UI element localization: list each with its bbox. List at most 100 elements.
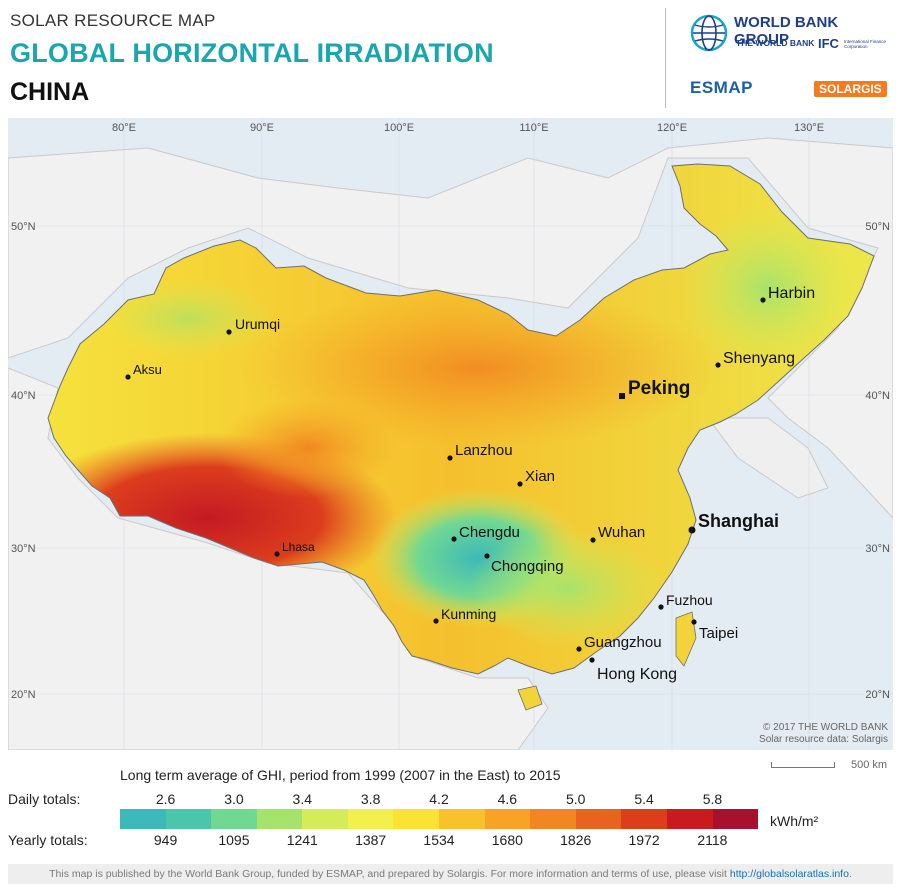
esmap-logo: ESMAP — [690, 78, 753, 97]
legend-tick-label: 5.0 — [565, 791, 586, 807]
legend-swatch — [120, 809, 166, 829]
legend-swatch — [211, 809, 257, 829]
footer-link-suffix: . — [848, 868, 852, 880]
legend-color-bar — [120, 809, 759, 829]
city-lhasa: Lhasa — [274, 540, 315, 557]
city-guangzhou: Guangzhou — [576, 634, 662, 652]
city-chongqing: Chongqing — [484, 553, 564, 575]
lat-label: 40°N — [865, 390, 890, 402]
city-label: Urumqi — [235, 316, 280, 332]
lat-label: 30°N — [865, 543, 890, 555]
city-shanghai: Shanghai — [688, 511, 779, 534]
header-divider — [665, 8, 666, 108]
legend-tick-label: 1826 — [560, 832, 592, 848]
solargis-logo: SOLARGIS — [814, 81, 887, 97]
legend-tick-label: 3.4 — [292, 791, 313, 807]
city-kunming: Kunming — [433, 606, 496, 624]
lat-label: 40°N — [11, 390, 36, 402]
world-bank-group-logo: WORLD BANK GROUP THE WORLD BANK IFC Inte… — [690, 12, 895, 58]
legend-swatch — [666, 809, 713, 829]
lat-label: 20°N — [865, 689, 890, 701]
header: SOLAR RESOURCE MAP GLOBAL HORIZONTAL IRR… — [0, 0, 901, 115]
irradiation-map: 80°E 90°E 100°E 110°E 120°E 130°E 50°N 4… — [8, 118, 893, 750]
map-copyright: © 2017 THE WORLD BANK — [763, 722, 888, 733]
map-title: GLOBAL HORIZONTAL IRRADIATION — [10, 38, 494, 68]
city-fuzhou: Fuzhou — [658, 592, 713, 610]
footer-text: This map is published by the World Bank … — [49, 868, 727, 880]
legend-tick-label: 2.6 — [155, 791, 176, 807]
city-taipei: Taipei — [691, 619, 738, 642]
lat-label: 50°N — [11, 221, 36, 233]
legend-tick-label: 4.2 — [429, 791, 449, 807]
longitude-labels: 80°E 90°E 100°E 110°E 120°E 130°E — [112, 122, 824, 134]
lon-label: 100°E — [384, 122, 414, 134]
legend-tick-label: 5.4 — [634, 791, 654, 807]
ifc-subtitle: International Finance Corporation — [844, 39, 887, 49]
legend-tick-label: 1095 — [218, 832, 250, 848]
wb-wordmark: THE WORLD BANK — [736, 38, 815, 48]
country-title: CHINA — [10, 78, 90, 106]
scale-bar: 500 km — [771, 758, 891, 776]
legend-tick-label: 5.8 — [702, 791, 723, 807]
city-wuhan: Wuhan — [590, 524, 645, 543]
legend-swatch — [256, 809, 303, 829]
city-label: Lanzhou — [455, 442, 513, 459]
legend-swatch — [621, 809, 667, 829]
legend-swatch — [165, 809, 212, 829]
city-label: Wuhan — [598, 524, 645, 541]
city-chengdu: Chengdu — [451, 524, 520, 542]
city-label: Lhasa — [282, 540, 315, 554]
lon-label: 110°E — [519, 122, 548, 134]
city-hong-kong: Hong Kong — [589, 657, 677, 683]
lon-label: 80°E — [112, 122, 136, 134]
taiwan-island — [675, 611, 697, 667]
footer-link[interactable]: http://globalsolaratlas.info — [729, 868, 849, 880]
legend-swatch — [484, 809, 531, 829]
legend-daily-ticks: 2.6 3.0 3.4 3.8 4.2 4.6 5.0 5.4 5.8 — [120, 791, 758, 809]
lat-label: 50°N — [865, 221, 890, 233]
lat-label: 30°N — [11, 543, 36, 555]
city-label: Chengdu — [459, 524, 520, 541]
city-label: Shenyang — [723, 350, 795, 367]
legend-swatch — [302, 809, 348, 829]
city-aksu: Aksu — [125, 362, 162, 380]
legend-tick-label: 2118 — [697, 832, 728, 848]
legend-tick-label: 3.8 — [360, 791, 381, 807]
hainan-island — [517, 685, 543, 711]
legend-swatch — [530, 809, 576, 829]
ifc-wordmark: IFC — [818, 36, 839, 51]
footer: This map is published by the World Bank … — [8, 864, 893, 884]
city-label: Aksu — [133, 362, 162, 377]
legend-tick-label: 4.6 — [497, 791, 518, 807]
lon-label: 120°E — [657, 122, 687, 134]
cities: Urumqi Aksu Lhasa Lanzhou Xian Chengdu C… — [125, 285, 815, 683]
lat-label: 20°N — [11, 689, 36, 701]
city-label: Fuzhou — [666, 592, 713, 608]
city-xian: Xian — [517, 468, 555, 487]
city-label: Harbin — [768, 285, 815, 302]
city-peking: Peking — [619, 378, 690, 399]
city-label: Xian — [525, 468, 555, 485]
city-harbin: Harbin — [760, 285, 815, 303]
map-kicker: SOLAR RESOURCE MAP — [10, 11, 216, 30]
legend-tick-label: 1680 — [491, 832, 523, 848]
legend-unit: kWh/m² — [770, 813, 819, 829]
city-shenyang: Shenyang — [715, 350, 795, 368]
legend-tick-label: 1972 — [628, 832, 660, 848]
city-label: Kunming — [441, 606, 496, 622]
legend-swatch — [575, 809, 622, 829]
legend-yearly-ticks: 949 1095 1241 1387 1534 1680 1826 1972 2118 — [120, 832, 758, 850]
legend-swatch — [393, 809, 440, 829]
city-label: Hong Kong — [597, 666, 677, 683]
city-label: Peking — [628, 378, 690, 399]
legend-caption: Long term average of GHI, period from 19… — [120, 767, 561, 783]
city-lanzhou: Lanzhou — [447, 442, 513, 461]
legend-tick-label: 1241 — [286, 832, 318, 848]
city-label: Guangzhou — [584, 634, 662, 651]
legend-swatch — [712, 809, 759, 829]
legend-daily-label: Daily totals: — [8, 791, 81, 807]
city-label: Chongqing — [491, 558, 564, 575]
legend-swatch — [439, 809, 485, 829]
city-label: Shanghai — [698, 511, 779, 531]
globe-icon — [690, 14, 728, 52]
